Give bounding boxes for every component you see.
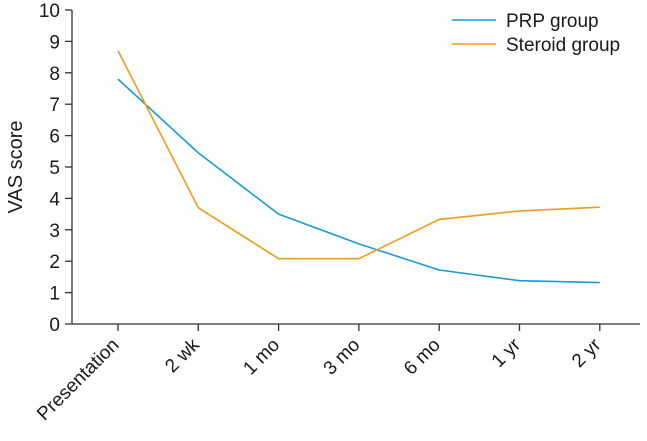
y-axis-ticks: 0 1 2 3 4 5 6 7 8 9 10 [39, 1, 72, 336]
y-tick-label: 5 [49, 158, 60, 179]
x-tick-label: 1 mo [239, 335, 284, 380]
x-tick-label: 3 mo [320, 335, 365, 380]
x-axis-ticks: Presentation 2 wk 1 mo 3 mo 6 mo 1 yr 2 yr [33, 324, 606, 425]
y-tick-label: 7 [49, 95, 60, 116]
y-tick-label: 2 [49, 252, 60, 273]
y-tick-label: 8 [49, 64, 60, 85]
x-tick-label: 6 mo [400, 335, 445, 380]
x-tick-label: 2 yr [568, 334, 606, 372]
legend-label: PRP group [506, 11, 599, 32]
series-line [117, 50, 600, 260]
y-tick-label: 6 [49, 127, 60, 148]
y-axis-title: VAS score [5, 121, 27, 214]
x-tick-label: 2 wk [161, 334, 204, 377]
x-tick-label: Presentation [33, 335, 123, 425]
y-tick-label: 0 [49, 315, 60, 336]
x-tick-label: 1 yr [488, 334, 526, 372]
series-line [117, 78, 600, 284]
axes [71, 10, 640, 325]
y-tick-label: 1 [49, 284, 60, 305]
legend-label: Steroid group [506, 35, 620, 56]
y-tick-label: 4 [49, 189, 60, 210]
legend: PRP group Steroid group [452, 11, 620, 56]
y-tick-label: 3 [49, 221, 60, 242]
series-layer [117, 50, 600, 284]
y-tick-label: 9 [49, 32, 60, 53]
y-tick-label: 10 [39, 1, 60, 22]
